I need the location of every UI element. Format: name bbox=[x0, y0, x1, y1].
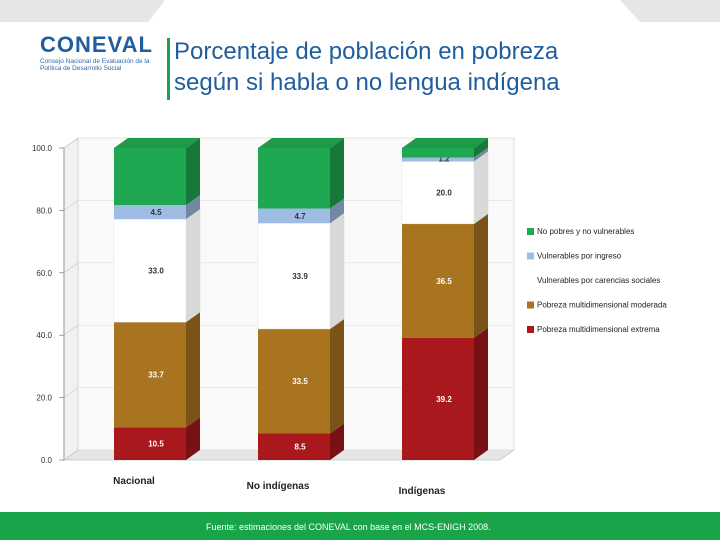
y-tick-label: 100.0 bbox=[32, 144, 53, 153]
category-label-2: Indígenas bbox=[399, 486, 446, 497]
legend-label-3: Pobreza multidimensional moderada bbox=[537, 301, 667, 310]
gridline-side bbox=[63, 262, 79, 274]
bar-1-top bbox=[258, 138, 344, 148]
bar-0-segment-2 bbox=[113, 218, 187, 323]
bar-2-segment-2-side bbox=[473, 150, 489, 225]
bar-0-segment-0 bbox=[114, 427, 186, 460]
footer-source: Fuente: estimaciones del CONEVAL con bas… bbox=[206, 522, 491, 532]
title-line-2: según si habla o no lengua indígena bbox=[174, 69, 560, 96]
category-label-1: No indígenas bbox=[247, 481, 310, 492]
bar-1-segment-4 bbox=[258, 148, 330, 209]
data-label-0-1: 33.7 bbox=[148, 371, 164, 380]
data-label-0-2: 33.0 bbox=[148, 267, 164, 276]
bar-1-segment-1 bbox=[258, 328, 330, 434]
bar-0-segment-4-side bbox=[186, 138, 200, 206]
bar-0-segment-4 bbox=[114, 148, 186, 206]
category-label-0: Nacional bbox=[113, 476, 155, 487]
bar-1-segment-3 bbox=[258, 208, 330, 224]
bar-2-segment-4-side bbox=[474, 138, 488, 158]
bar-2-segment-4 bbox=[402, 148, 474, 158]
header-decoration bbox=[0, 0, 720, 22]
bar-0-segment-3 bbox=[114, 205, 186, 220]
chart-side-wall bbox=[63, 137, 79, 461]
legend-label-0: No pobres y no vulnerables bbox=[537, 227, 634, 236]
bar-2-segment-2 bbox=[401, 161, 475, 225]
bar-2-segment-3 bbox=[402, 157, 474, 162]
y-tick-label: 20.0 bbox=[36, 394, 52, 403]
gridline-side bbox=[63, 137, 79, 149]
legend-swatch-0 bbox=[527, 228, 534, 235]
bar-0-segment-1-side bbox=[186, 312, 200, 428]
bar-2-segment-0-side bbox=[474, 327, 488, 460]
bar-0-top bbox=[114, 138, 200, 148]
data-label-2-1: 36.5 bbox=[436, 277, 452, 286]
data-label-2-2: 20.0 bbox=[436, 189, 452, 198]
y-tick-label: 60.0 bbox=[36, 269, 52, 278]
legend-label-1: Vulnerables por ingreso bbox=[537, 252, 622, 261]
gridline-side bbox=[63, 200, 79, 211]
bar-2-segment-0 bbox=[402, 337, 474, 460]
legend-swatch-4 bbox=[527, 326, 534, 333]
bar-1-segment-1-side bbox=[330, 318, 344, 434]
y-tick-label: 80.0 bbox=[36, 206, 52, 215]
data-label-1-2: 33.9 bbox=[292, 272, 308, 281]
gridline-side bbox=[63, 449, 79, 461]
bar-2-segment-1-side bbox=[474, 213, 488, 338]
bar-2-segment-3-side bbox=[474, 147, 488, 162]
gridline-side bbox=[63, 387, 79, 398]
data-label-2-3: 1.2 bbox=[438, 155, 450, 164]
stacked-bar-chart: 0.0 20.0 40.0 60.0 80.0 100.0 10.5 33.7 33.0 4.5 N… bbox=[32, 137, 667, 497]
data-label-1-3: 4.7 bbox=[294, 212, 306, 221]
bar-1-segment-2-side bbox=[329, 212, 345, 330]
bar-2-segment-1 bbox=[402, 223, 474, 338]
y-tick-label: 0.0 bbox=[41, 456, 53, 465]
data-label-1-0: 8.5 bbox=[294, 443, 306, 452]
title-line-1: Porcentaje de población en pobreza bbox=[174, 38, 559, 65]
bar-1-segment-3-side bbox=[330, 198, 344, 224]
logo-subtitle: Consejo Nacional de Evaluación de la Pol… bbox=[40, 58, 150, 72]
bar-0-segment-1 bbox=[114, 322, 186, 428]
footer-bar: Fuente: estimaciones del CONEVAL con bas… bbox=[0, 512, 720, 540]
page-title: Porcentaje de población en pobreza según… bbox=[174, 36, 714, 98]
bar-1-segment-4-side bbox=[330, 138, 344, 209]
gridline-side bbox=[63, 324, 79, 336]
bar-0-segment-3-side bbox=[186, 195, 200, 220]
y-tick-label: 40.0 bbox=[36, 331, 52, 340]
data-label-1-1: 33.5 bbox=[292, 377, 308, 386]
bar-1-segment-0 bbox=[258, 433, 330, 460]
bar-2-top bbox=[402, 138, 488, 148]
data-label-2-0: 39.2 bbox=[436, 395, 452, 404]
data-label-0-0: 10.5 bbox=[148, 440, 164, 449]
legend-label-2: Vulnerables por carencias sociales bbox=[537, 276, 660, 285]
bar-1-segment-0-side bbox=[330, 423, 344, 460]
legend-swatch-3 bbox=[527, 301, 534, 309]
coneval-logo: CONEVAL Consejo Nacional de Evaluación d… bbox=[40, 34, 162, 80]
data-label-0-3: 4.5 bbox=[150, 208, 162, 217]
title-accent-bar bbox=[167, 38, 170, 100]
bar-0-segment-2-side bbox=[185, 208, 201, 323]
legend-swatch-1 bbox=[527, 252, 534, 260]
bar-0-segment-0-side bbox=[186, 417, 200, 460]
logo-word: CONEVAL bbox=[40, 32, 153, 57]
legend-label-4: Pobreza multidimensional extrema bbox=[537, 325, 660, 334]
